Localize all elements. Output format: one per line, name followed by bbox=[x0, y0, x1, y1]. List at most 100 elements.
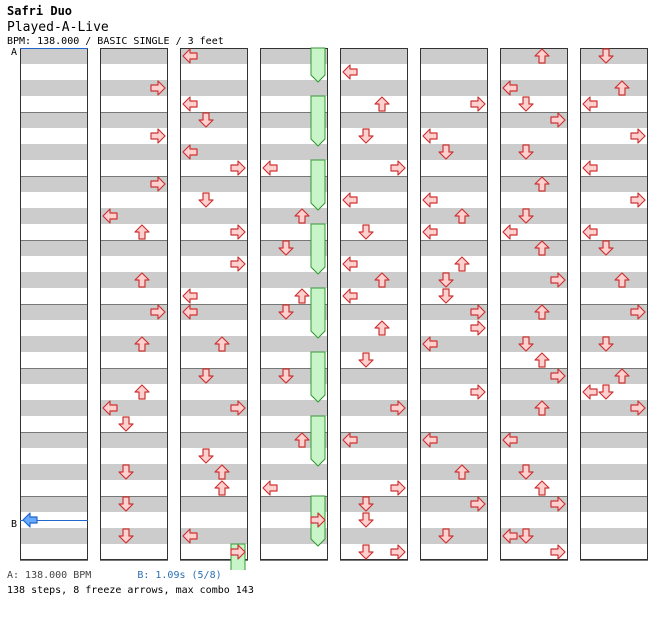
step-chart bbox=[20, 47, 648, 570]
step-arrow-up bbox=[134, 336, 150, 352]
step-arrow-left bbox=[422, 432, 438, 448]
step-arrow-up bbox=[534, 400, 550, 416]
step-arrow-left bbox=[422, 192, 438, 208]
step-arrow-right bbox=[390, 160, 406, 176]
step-arrow-down bbox=[278, 240, 294, 256]
step-arrow-up bbox=[134, 384, 150, 400]
freeze-arrow-1 bbox=[310, 95, 326, 147]
freeze-arrow-6 bbox=[310, 415, 326, 467]
marker-b: B bbox=[11, 519, 18, 530]
chart-column-2 bbox=[180, 48, 248, 561]
step-arrow-right bbox=[230, 544, 246, 560]
step-arrow-right bbox=[470, 96, 486, 112]
step-arrow-up bbox=[294, 288, 310, 304]
step-arrow-down bbox=[598, 336, 614, 352]
step-arrow-up bbox=[294, 432, 310, 448]
step-arrow-down bbox=[438, 528, 454, 544]
step-arrow-up bbox=[134, 272, 150, 288]
step-arrow-right bbox=[230, 256, 246, 272]
step-arrow-right bbox=[230, 224, 246, 240]
step-arrow-right bbox=[150, 304, 166, 320]
step-arrow-right bbox=[390, 480, 406, 496]
step-arrow-left bbox=[182, 96, 198, 112]
step-arrow-right bbox=[630, 304, 646, 320]
step-arrow-left bbox=[502, 224, 518, 240]
step-arrow-up bbox=[534, 480, 550, 496]
step-arrow-left bbox=[182, 48, 198, 64]
step-arrow-up bbox=[374, 272, 390, 288]
step-arrow-down bbox=[198, 192, 214, 208]
song-title: Played-A-Live bbox=[7, 20, 109, 35]
step-arrow-up bbox=[454, 256, 470, 272]
step-arrow-up bbox=[534, 240, 550, 256]
step-arrow-down bbox=[598, 240, 614, 256]
step-arrow-down bbox=[518, 336, 534, 352]
step-arrow-up bbox=[614, 272, 630, 288]
step-arrow-left bbox=[262, 160, 278, 176]
artist-name: Safri Duo bbox=[7, 4, 73, 18]
step-arrow-left bbox=[502, 80, 518, 96]
step-arrow-down bbox=[438, 272, 454, 288]
step-arrow-down bbox=[118, 528, 134, 544]
step-arrow-up bbox=[614, 368, 630, 384]
step-arrow-down bbox=[358, 128, 374, 144]
step-arrow-down bbox=[438, 144, 454, 160]
step-arrow-left bbox=[182, 304, 198, 320]
step-arrow-right bbox=[470, 496, 486, 512]
step-arrow-left bbox=[22, 512, 38, 528]
step-arrow-up bbox=[534, 176, 550, 192]
step-arrow-up bbox=[614, 80, 630, 96]
bpm-b-text: B: 1.09s (5/8) bbox=[137, 570, 222, 581]
step-arrow-right bbox=[150, 80, 166, 96]
step-arrow-down bbox=[358, 544, 374, 560]
step-arrow-up bbox=[534, 352, 550, 368]
step-arrow-right bbox=[150, 128, 166, 144]
step-arrow-right bbox=[230, 160, 246, 176]
step-arrow-down bbox=[518, 528, 534, 544]
step-arrow-down bbox=[358, 352, 374, 368]
footer-line-1: A: 138.000 BPM B: 1.09s (5/8) bbox=[7, 570, 222, 581]
step-arrow-down bbox=[598, 384, 614, 400]
step-arrow-right bbox=[470, 304, 486, 320]
step-arrow-up bbox=[214, 336, 230, 352]
step-arrow-up bbox=[534, 304, 550, 320]
step-arrow-left bbox=[342, 256, 358, 272]
chart-column-7 bbox=[580, 48, 648, 561]
step-arrow-down bbox=[358, 496, 374, 512]
step-arrow-down bbox=[278, 304, 294, 320]
step-arrow-left bbox=[422, 128, 438, 144]
step-arrow-right bbox=[550, 368, 566, 384]
step-arrow-up bbox=[214, 480, 230, 496]
step-arrow-down bbox=[438, 288, 454, 304]
step-arrow-down bbox=[358, 512, 374, 528]
step-arrow-down bbox=[518, 208, 534, 224]
step-arrow-down bbox=[518, 144, 534, 160]
step-arrow-left bbox=[102, 400, 118, 416]
step-arrow-up bbox=[374, 96, 390, 112]
step-arrow-right bbox=[150, 176, 166, 192]
chart-column-0 bbox=[20, 48, 88, 561]
step-arrow-right bbox=[230, 400, 246, 416]
step-arrow-left bbox=[502, 528, 518, 544]
step-arrow-up bbox=[374, 320, 390, 336]
step-arrow-down bbox=[358, 224, 374, 240]
summary-text: 138 steps, 8 freeze arrows, max combo 14… bbox=[7, 585, 254, 596]
step-arrow-down bbox=[278, 368, 294, 384]
step-arrow-left bbox=[262, 480, 278, 496]
step-arrow-right bbox=[470, 320, 486, 336]
step-arrow-right bbox=[390, 400, 406, 416]
step-arrow-left bbox=[422, 224, 438, 240]
step-arrow-left bbox=[182, 528, 198, 544]
freeze-arrow-4 bbox=[310, 287, 326, 339]
step-arrow-right bbox=[630, 128, 646, 144]
step-arrow-left bbox=[342, 288, 358, 304]
step-arrow-left bbox=[582, 384, 598, 400]
step-arrow-right bbox=[550, 496, 566, 512]
step-arrow-left bbox=[102, 208, 118, 224]
step-arrow-up bbox=[214, 464, 230, 480]
step-arrow-left bbox=[502, 432, 518, 448]
step-arrow-right bbox=[390, 544, 406, 560]
step-arrow-up bbox=[534, 48, 550, 64]
chart-column-1 bbox=[100, 48, 168, 561]
step-arrow-right bbox=[550, 544, 566, 560]
